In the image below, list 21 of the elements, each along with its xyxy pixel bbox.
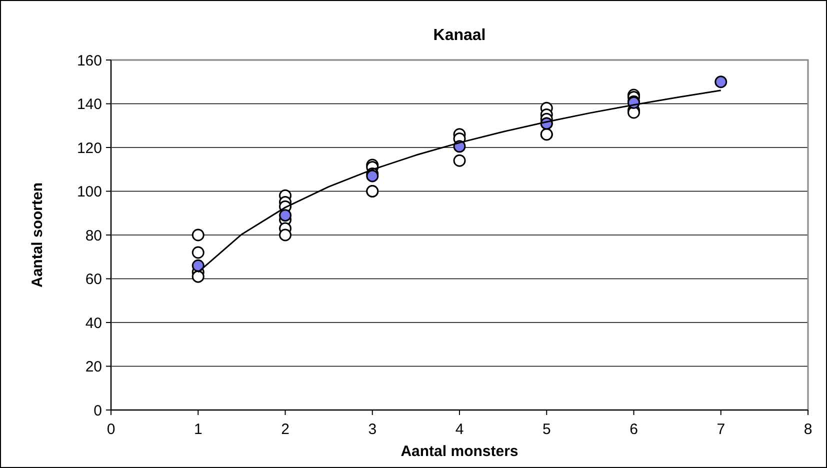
x-tick-label: 4 <box>455 421 464 438</box>
x-tick-label: 5 <box>542 421 551 438</box>
x-tick-label: 3 <box>368 421 377 438</box>
x-tick-label: 6 <box>630 421 638 438</box>
y-tick-label: 120 <box>76 140 102 157</box>
y-tick-label: 160 <box>76 52 102 70</box>
x-axis-title: Aantal monsters <box>400 443 518 460</box>
x-tick-label: 2 <box>281 421 290 438</box>
y-axis-title: Aantal soorten <box>29 182 46 288</box>
x-tick-label: 8 <box>804 421 812 438</box>
y-tick-label: 20 <box>85 358 102 376</box>
y-tick-label: 0 <box>94 402 102 420</box>
chart-title: Kanaal <box>433 27 486 44</box>
x-tick-label: 7 <box>716 421 726 438</box>
y-tick-label: 100 <box>76 184 102 200</box>
y-tick-label: 140 <box>76 96 102 113</box>
x-tick-label: 0 <box>106 421 116 438</box>
y-tick-label: 40 <box>85 314 102 332</box>
y-tick-label: 80 <box>85 227 102 244</box>
x-tick-label: 1 <box>194 421 202 438</box>
y-tick-label: 60 <box>85 271 102 288</box>
